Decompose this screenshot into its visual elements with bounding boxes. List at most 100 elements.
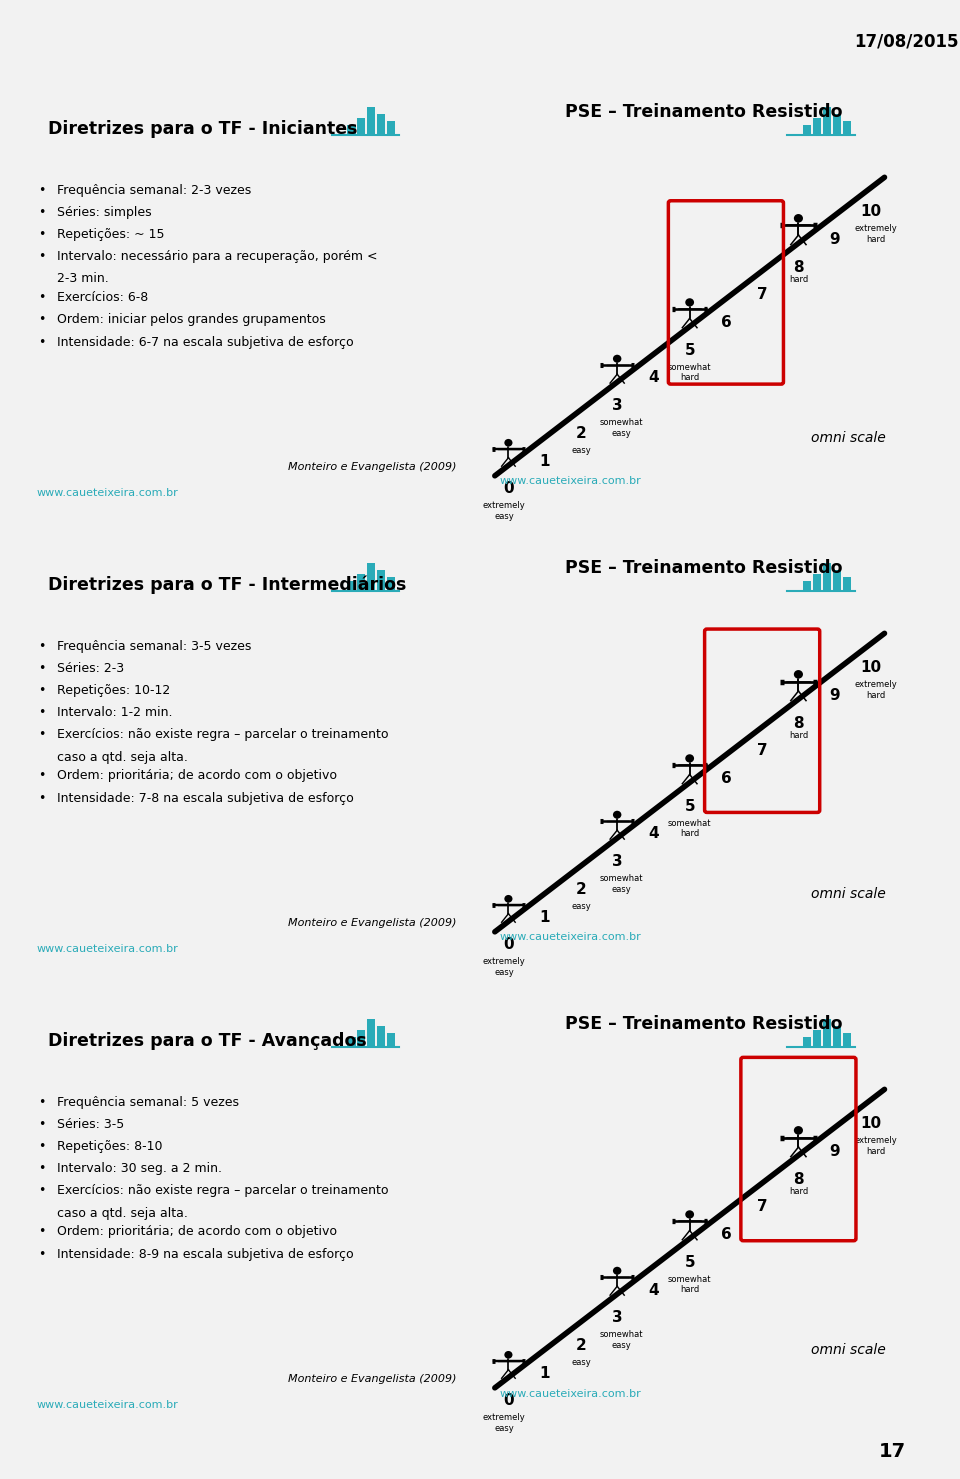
- Text: 4: 4: [648, 1282, 659, 1297]
- Text: 6: 6: [721, 1228, 732, 1242]
- Text: Ordem: prioritária; de acordo com o objetivo: Ordem: prioritária; de acordo com o obje…: [58, 769, 337, 782]
- Text: Ordem: iniciar pelos grandes grupamentos: Ordem: iniciar pelos grandes grupamentos: [58, 314, 326, 327]
- Circle shape: [612, 1266, 621, 1275]
- Text: Frequência semanal: 5 vezes: Frequência semanal: 5 vezes: [58, 1096, 239, 1109]
- Text: Intervalo: 30 seg. a 2 min.: Intervalo: 30 seg. a 2 min.: [58, 1162, 223, 1176]
- Circle shape: [794, 1126, 803, 1134]
- FancyBboxPatch shape: [377, 569, 385, 590]
- Text: 2: 2: [576, 1338, 587, 1353]
- Text: 0: 0: [503, 938, 514, 952]
- FancyBboxPatch shape: [813, 574, 821, 590]
- Text: 2-3 min.: 2-3 min.: [58, 272, 109, 285]
- Text: Séries: 3-5: Séries: 3-5: [58, 1118, 125, 1131]
- FancyBboxPatch shape: [387, 121, 396, 135]
- Text: www.caueteixeira.com.br: www.caueteixeira.com.br: [37, 1401, 179, 1411]
- Text: •: •: [37, 228, 45, 241]
- Circle shape: [504, 1350, 513, 1359]
- Text: 1: 1: [540, 910, 550, 924]
- Text: 1: 1: [540, 454, 550, 469]
- Text: www.caueteixeira.com.br: www.caueteixeira.com.br: [499, 476, 641, 487]
- Text: •: •: [37, 707, 45, 719]
- Text: 8: 8: [793, 716, 804, 731]
- Text: •: •: [37, 206, 45, 219]
- Text: omni scale: omni scale: [811, 430, 886, 445]
- Text: •: •: [37, 769, 45, 782]
- Text: 6: 6: [721, 771, 732, 785]
- Text: www.caueteixeira.com.br: www.caueteixeira.com.br: [499, 932, 641, 942]
- Text: •: •: [37, 1096, 45, 1109]
- FancyBboxPatch shape: [357, 574, 366, 590]
- FancyBboxPatch shape: [357, 118, 366, 135]
- FancyBboxPatch shape: [377, 114, 385, 135]
- FancyBboxPatch shape: [348, 581, 355, 590]
- FancyBboxPatch shape: [843, 1032, 851, 1047]
- Text: Diretrizes para o TF - Iniciantes: Diretrizes para o TF - Iniciantes: [48, 120, 358, 138]
- FancyBboxPatch shape: [387, 1032, 396, 1047]
- Text: 10: 10: [860, 660, 881, 676]
- FancyBboxPatch shape: [823, 563, 831, 590]
- Text: Monteiro e Evangelista (2009): Monteiro e Evangelista (2009): [288, 461, 456, 472]
- Text: 4: 4: [648, 827, 659, 842]
- Text: extremely
easy: extremely easy: [483, 957, 525, 976]
- Text: extremely
easy: extremely easy: [483, 1414, 525, 1433]
- Text: 4: 4: [648, 370, 659, 386]
- Text: 5: 5: [684, 799, 695, 813]
- Text: somewhat
hard: somewhat hard: [668, 1275, 711, 1294]
- Text: Intensidade: 8-9 na escala subjetiva de esforço: Intensidade: 8-9 na escala subjetiva de …: [58, 1248, 354, 1260]
- Text: •: •: [37, 1248, 45, 1260]
- Text: 17/08/2015: 17/08/2015: [854, 33, 959, 50]
- Text: easy: easy: [571, 902, 590, 911]
- Text: 9: 9: [829, 1143, 840, 1160]
- FancyBboxPatch shape: [387, 577, 396, 590]
- Text: PSE – Treinamento Resistido: PSE – Treinamento Resistido: [564, 1015, 842, 1032]
- FancyBboxPatch shape: [843, 121, 851, 135]
- Text: 3: 3: [612, 398, 622, 413]
- Text: PSE – Treinamento Resistido: PSE – Treinamento Resistido: [564, 559, 842, 577]
- Text: Intervalo: 1-2 min.: Intervalo: 1-2 min.: [58, 707, 173, 719]
- Text: •: •: [37, 1118, 45, 1131]
- Text: extremely
easy: extremely easy: [483, 501, 525, 521]
- Text: 10: 10: [860, 204, 881, 219]
- Text: •: •: [37, 1140, 45, 1154]
- Text: Exercícios: 6-8: Exercícios: 6-8: [58, 291, 149, 305]
- Text: Repetições: 8-10: Repetições: 8-10: [58, 1140, 163, 1154]
- Text: www.caueteixeira.com.br: www.caueteixeira.com.br: [37, 488, 179, 498]
- Text: •: •: [37, 314, 45, 327]
- Text: www.caueteixeira.com.br: www.caueteixeira.com.br: [37, 945, 179, 954]
- Text: 5: 5: [684, 1254, 695, 1270]
- Text: somewhat
hard: somewhat hard: [668, 819, 711, 839]
- Text: Séries: simples: Séries: simples: [58, 206, 152, 219]
- Circle shape: [612, 810, 621, 819]
- FancyBboxPatch shape: [823, 106, 831, 135]
- Text: 3: 3: [612, 855, 622, 870]
- Text: Repetições: 10-12: Repetições: 10-12: [58, 685, 171, 697]
- Text: somewhat
easy: somewhat easy: [600, 1330, 643, 1350]
- Text: 9: 9: [829, 232, 840, 247]
- Text: extremely
hard: extremely hard: [854, 680, 897, 700]
- Circle shape: [794, 670, 803, 679]
- Text: Intensidade: 6-7 na escala subjetiva de esforço: Intensidade: 6-7 na escala subjetiva de …: [58, 336, 354, 349]
- FancyBboxPatch shape: [368, 106, 375, 135]
- Text: •: •: [37, 1162, 45, 1176]
- Circle shape: [794, 214, 803, 223]
- FancyBboxPatch shape: [833, 114, 841, 135]
- Text: •: •: [37, 791, 45, 805]
- Circle shape: [685, 299, 694, 306]
- FancyBboxPatch shape: [348, 1037, 355, 1047]
- FancyBboxPatch shape: [368, 1019, 375, 1047]
- Text: 6: 6: [721, 315, 732, 330]
- Text: 2: 2: [576, 881, 587, 896]
- FancyBboxPatch shape: [833, 1026, 841, 1047]
- FancyBboxPatch shape: [368, 563, 375, 590]
- Text: •: •: [37, 640, 45, 652]
- Text: 10: 10: [860, 1117, 881, 1131]
- Text: somewhat
easy: somewhat easy: [600, 419, 643, 438]
- Text: caso a qtd. seja alta.: caso a qtd. seja alta.: [58, 751, 188, 763]
- Text: •: •: [37, 663, 45, 674]
- Text: 8: 8: [793, 260, 804, 275]
- Text: hard: hard: [789, 275, 808, 284]
- Text: easy: easy: [571, 1358, 590, 1367]
- Text: 7: 7: [756, 744, 767, 759]
- FancyBboxPatch shape: [813, 118, 821, 135]
- FancyBboxPatch shape: [843, 577, 851, 590]
